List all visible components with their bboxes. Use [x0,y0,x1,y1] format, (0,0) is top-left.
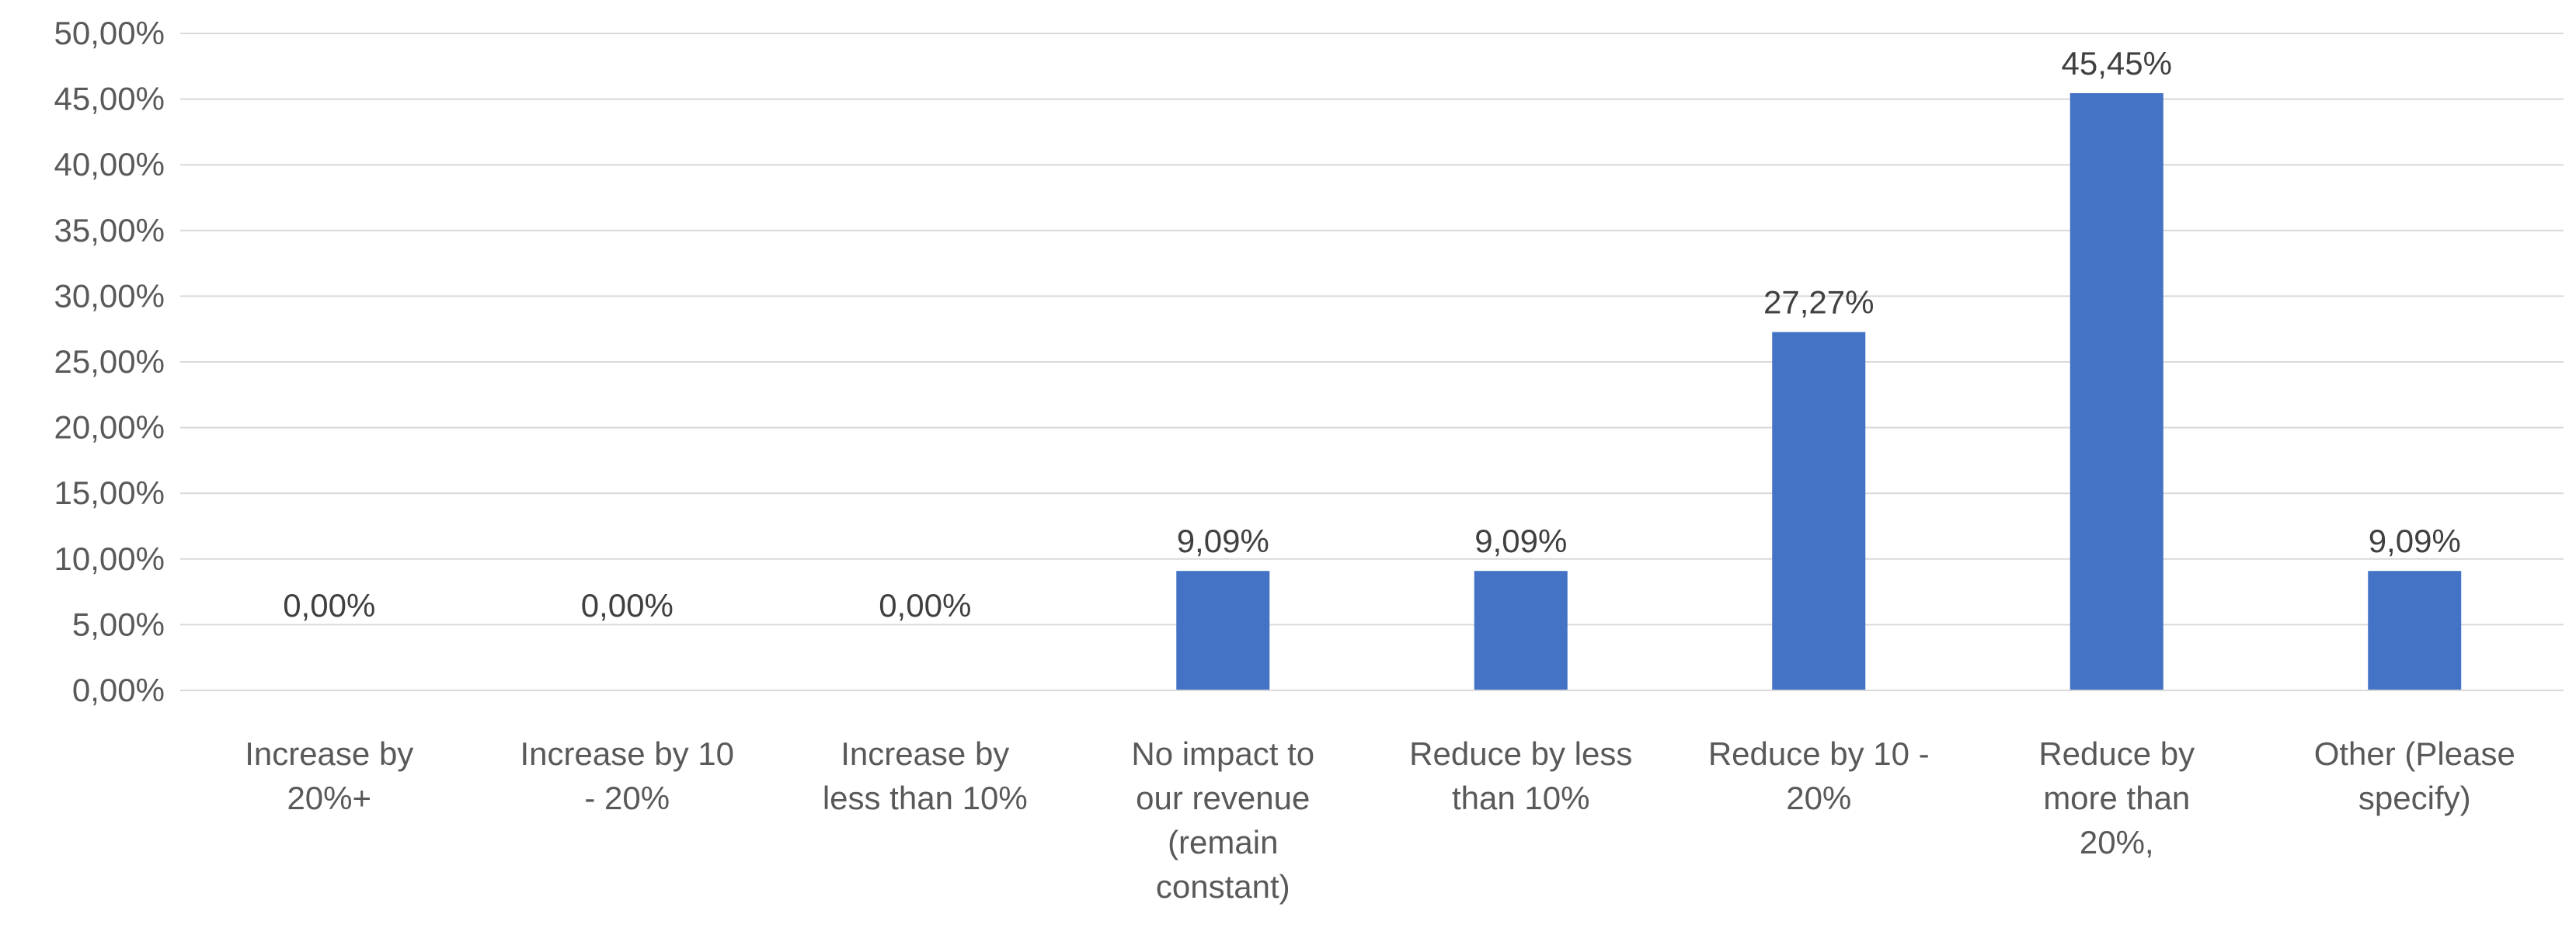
y-tick-label: 45,00% [54,81,165,117]
category-label: Increase by less than 10% [823,735,1028,816]
category-label-line: 20%+ [287,780,371,816]
y-tick-label: 30,00% [54,277,165,314]
y-tick-label: 0,00% [72,672,165,708]
bar [1176,571,1270,690]
category-label: Other (Please specify) [2314,735,2515,816]
y-tick-label: 15,00% [54,474,165,511]
bar [2368,571,2462,690]
category-label-line: No impact to [1131,735,1314,772]
y-tick-label: 20,00% [54,409,165,446]
category-label: No impact to our revenue (remain constant) [1131,735,1314,905]
category-label-line: 20%, [2080,824,2154,860]
category-label: Reduce by 10 - 20% [1708,735,1930,816]
data-label: 9,09% [1474,523,1567,559]
category-label: Increase by 20%+ [245,735,413,816]
category-label-line: Reduce by less [1409,735,1632,772]
data-label: 9,09% [1177,523,1269,559]
category-label: Reduce by more than 20%, [2038,735,2195,860]
category-label-line: less than 10% [823,780,1028,816]
category-label-line: Increase by [245,735,413,772]
bar [2070,92,2163,690]
y-tick-label: 5,00% [72,606,165,642]
y-tick-label: 25,00% [54,343,165,380]
category-label-line: Reduce by 10 - [1708,735,1930,772]
category-label-line: Reduce by [2038,735,2195,772]
category-label-line: 20% [1786,780,1851,816]
category-labels: Increase by 20%+Increase by 10- 20%Increa… [245,735,2515,905]
data-label: 0,00% [879,587,971,624]
bars [1176,92,2462,690]
bar [1772,332,1866,690]
category-label: Increase by 10 - 20% [520,735,734,816]
data-label: 0,00% [581,587,674,624]
y-tick-label: 10,00% [54,541,165,577]
category-label: Reduce by less than 10% [1409,735,1632,816]
category-label-line: Increase by [841,735,1009,772]
category-label-line: Increase by 10 [520,735,734,772]
category-label-line: than 10% [1452,780,1589,816]
data-labels: 0,00% 0,00% 0,00% 9,09% 9,09% 27,27% 45,45% 9,0… [283,45,2461,624]
y-tick-label: 40,00% [54,146,165,182]
y-tick-label: 50,00% [54,15,165,51]
category-label-line: more than [2043,780,2190,816]
category-label-line: specify) [2358,780,2471,816]
y-tick-label: 35,00% [54,212,165,249]
category-label-line: constant) [1156,868,1290,905]
data-label: 9,09% [2369,523,2461,559]
data-label: 0,00% [283,587,375,624]
category-label-line: - 20% [584,780,670,816]
category-label-line: (remain [1168,824,1278,860]
category-label-line: our revenue [1136,780,1310,816]
gridlines [180,33,2564,626]
bar [1474,571,1568,690]
data-label: 27,27% [1763,284,1874,321]
data-label: 45,45% [2062,45,2172,82]
y-axis-ticks: 0,00% 5,00% 10,00% 15,00% 20,00% 25,00% 30,00%… [54,15,165,708]
category-label-line: Other (Please [2314,735,2515,772]
